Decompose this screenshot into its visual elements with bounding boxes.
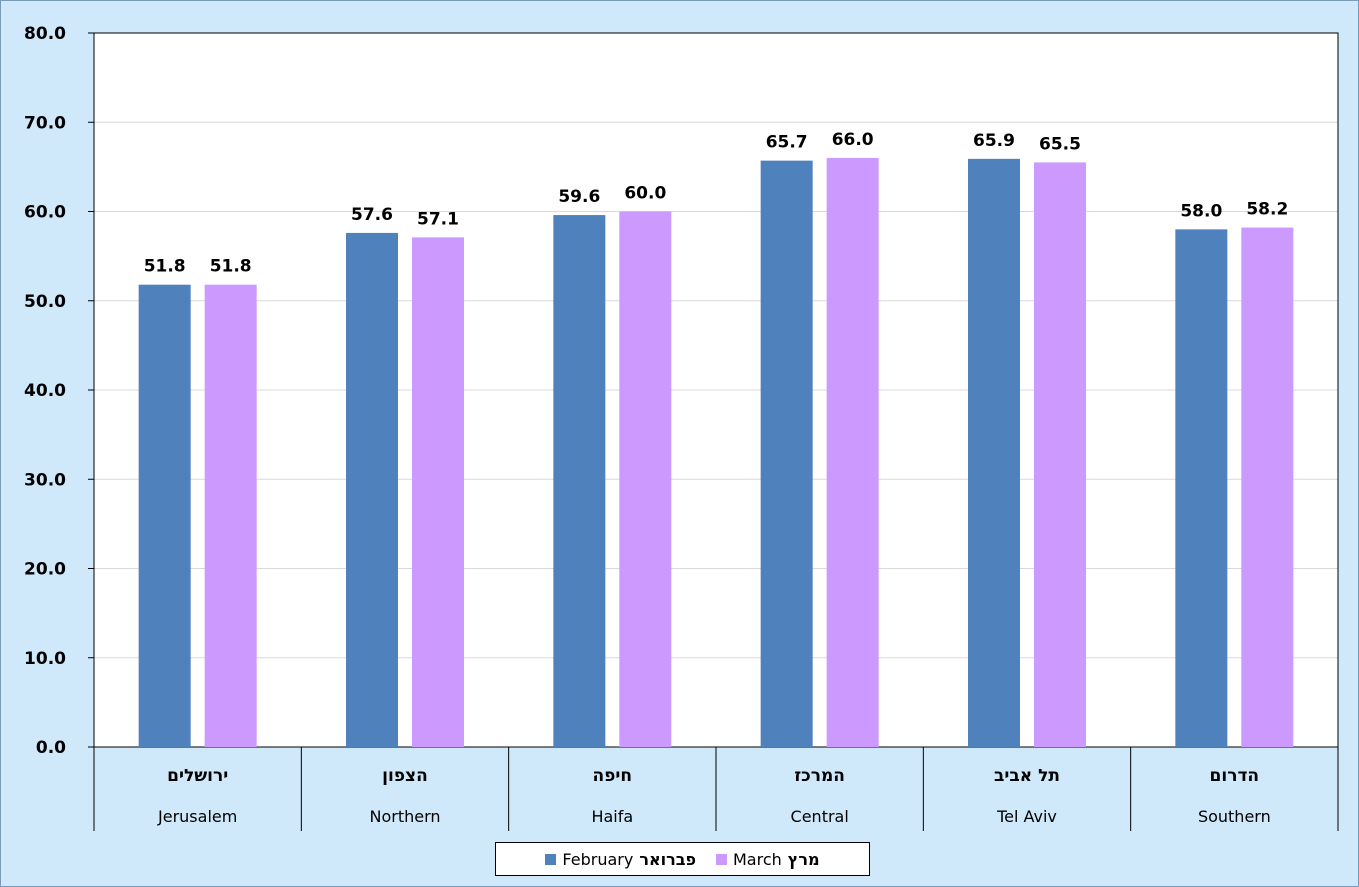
bar-february [346, 232, 398, 748]
legend-swatch-february [545, 853, 557, 865]
y-tick-label: 80.0 [24, 24, 66, 44]
data-label: 66.0 [832, 130, 874, 150]
bar-february [138, 284, 191, 747]
data-label: 65.7 [766, 133, 808, 153]
legend-swatch-march [716, 853, 727, 865]
category-label-hebrew: הדרום [1210, 766, 1260, 786]
legend-label-march-he: מרץ [787, 849, 820, 869]
data-label: 59.6 [558, 187, 600, 207]
legend-label-march-en: March [733, 849, 782, 869]
bar-march [619, 211, 672, 747]
data-label: 65.5 [1039, 134, 1081, 154]
bar-february [1175, 229, 1228, 748]
category-label-english: Central [791, 807, 849, 826]
bar-march [826, 157, 879, 747]
data-label: 58.2 [1246, 200, 1288, 220]
legend-item-march: March מרץ [716, 850, 820, 869]
y-tick-label: 0.0 [36, 738, 66, 758]
legend: February פברואר March מרץ [495, 842, 870, 876]
category-label-english: Northern [369, 807, 440, 826]
y-tick-label: 30.0 [24, 470, 66, 490]
bar-march [1241, 227, 1294, 747]
data-label: 51.8 [210, 257, 252, 277]
bar-march [412, 237, 464, 747]
data-label: 65.9 [973, 131, 1015, 151]
bar-march [204, 284, 257, 747]
category-label-hebrew: הצפון [382, 766, 428, 786]
y-tick-label: 20.0 [24, 560, 66, 580]
category-label-english: Southern [1198, 807, 1271, 826]
y-tick-label: 70.0 [24, 113, 66, 133]
data-label: 58.0 [1180, 201, 1222, 221]
y-tick-label: 10.0 [24, 649, 66, 669]
category-label-hebrew: תל אביב [994, 766, 1060, 786]
category-label-hebrew: חיפה [593, 766, 633, 786]
legend-label-february-he: פברואר [639, 849, 696, 869]
legend-item-february: February פברואר [545, 850, 696, 869]
category-label-english: Tel Aviv [996, 807, 1057, 826]
y-tick-label: 60.0 [24, 203, 66, 223]
bar-march [1034, 162, 1086, 748]
category-label-hebrew: המרכז [794, 766, 845, 786]
bar-february [760, 160, 813, 747]
data-label: 57.6 [351, 205, 393, 225]
y-tick-label: 50.0 [24, 292, 66, 312]
bar-february [968, 158, 1020, 747]
data-label: 60.0 [624, 184, 666, 204]
legend-label-february-en: February [562, 849, 634, 869]
data-label: 57.1 [417, 209, 459, 229]
category-label-hebrew: ירושלים [167, 766, 228, 786]
category-label-english: Haifa [591, 807, 633, 826]
bar-february [553, 215, 606, 747]
y-tick-label: 40.0 [24, 381, 66, 401]
data-label: 51.8 [144, 257, 186, 277]
category-label-english: Jerusalem [157, 807, 237, 826]
